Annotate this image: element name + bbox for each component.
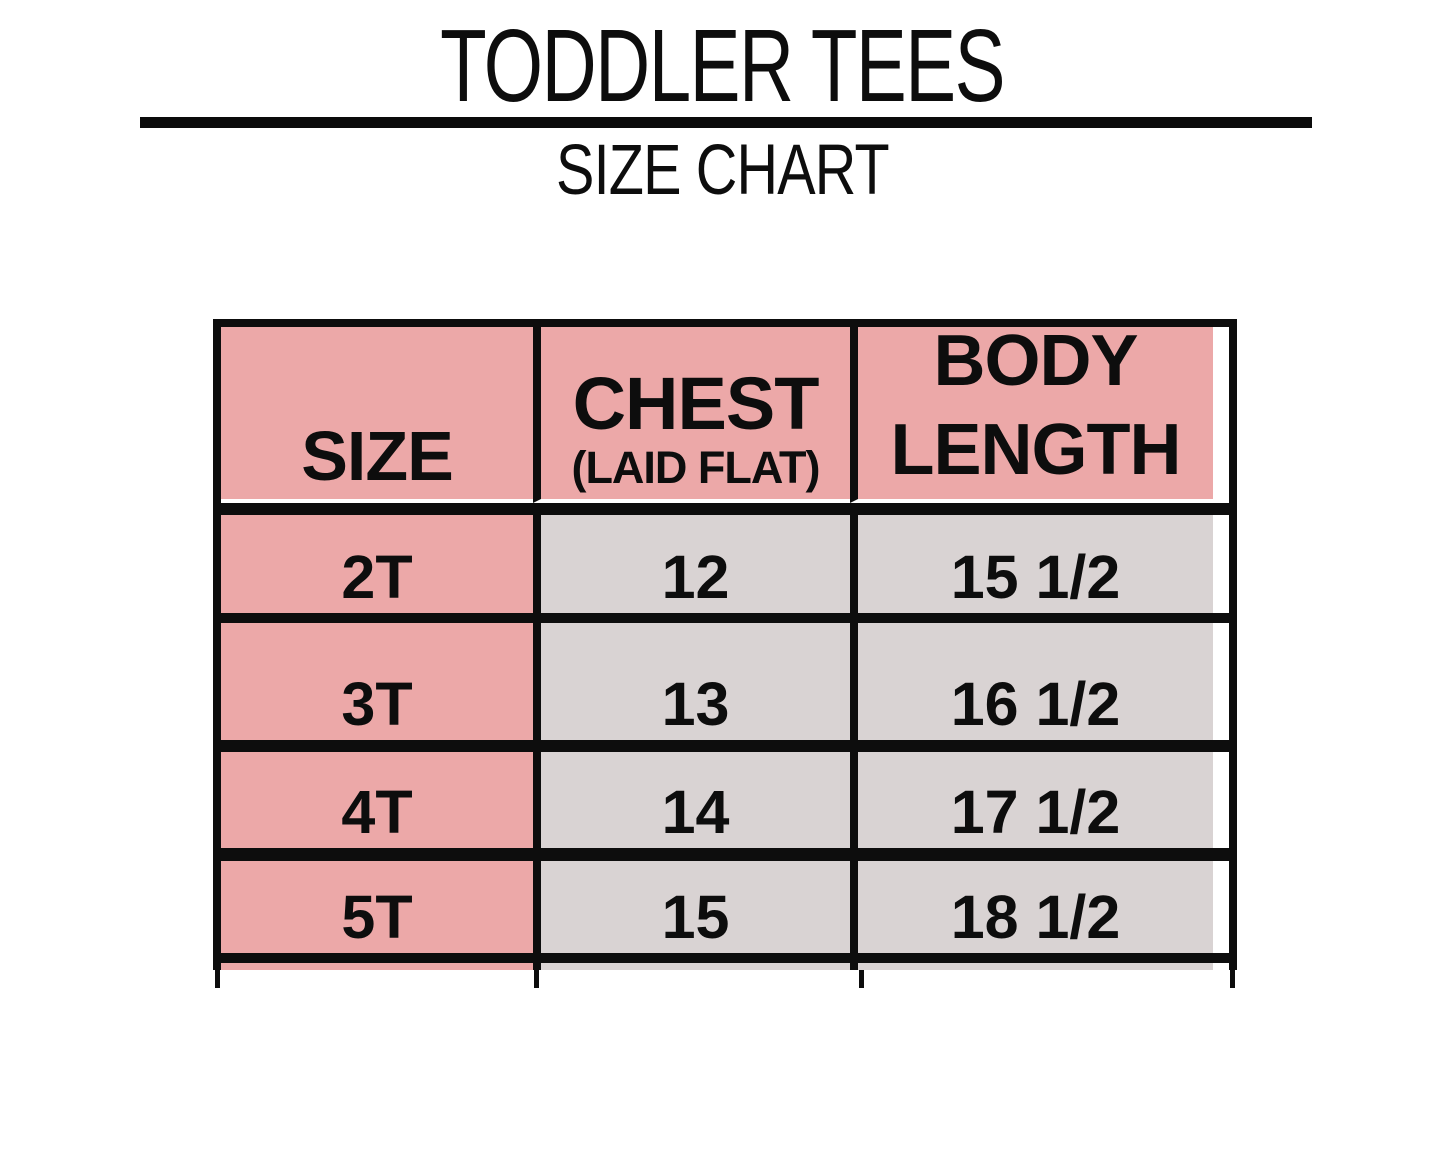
table-header-row: SIZE CHEST (LAID FLAT) BODY LENGTH: [221, 327, 1229, 503]
header-body-length-label-line2: LENGTH: [890, 410, 1182, 490]
page-subtitle-row: SIZE CHART: [0, 135, 1445, 206]
table-border-tick-col3: [859, 970, 864, 988]
header-cell-body-length: BODY LENGTH: [850, 327, 1213, 503]
size-value: 2T: [341, 543, 413, 611]
chest-value: 14: [661, 778, 730, 846]
cell-size-2t: 2T: [221, 515, 533, 613]
table-border-tick-right: [1230, 970, 1235, 988]
row-separator: [221, 740, 1229, 752]
table-border-tick-left: [215, 970, 220, 988]
chest-value: 13: [661, 670, 730, 738]
header-chest-label: CHEST: [572, 362, 820, 445]
header-size-label: SIZE: [301, 417, 454, 495]
header-cell-chest: CHEST (LAID FLAT): [533, 327, 850, 503]
page-subtitle: SIZE CHART: [556, 131, 890, 210]
cell-body-length-4t: 17 1/2: [850, 752, 1213, 848]
table-row-3t: 3T 13 16 1/2: [221, 623, 1229, 740]
cell-size-3t: 3T: [221, 623, 533, 740]
size-value: 3T: [341, 670, 413, 738]
table-row-5t: 5T 15 18 1/2: [221, 861, 1229, 953]
row-separator: [221, 953, 1229, 963]
page-title-row: TODDLER TEES: [0, 14, 1445, 117]
cell-chest-5t: 15: [533, 861, 850, 953]
cell-size-4t: 4T: [221, 752, 533, 848]
header-cell-size: SIZE: [221, 327, 533, 503]
partial-cell-chest: [533, 963, 850, 970]
cell-body-length-3t: 16 1/2: [850, 623, 1213, 740]
row-separator: [221, 503, 1229, 515]
partial-row: [221, 963, 1229, 970]
table-border-tick-col2: [534, 970, 539, 988]
title-divider: [140, 117, 1312, 128]
size-value: 4T: [341, 778, 413, 846]
header-chest-sublabel: (LAID FLAT): [571, 442, 820, 493]
table-row-2t: 2T 12 15 1/2: [221, 515, 1229, 613]
body-length-value: 16 1/2: [950, 670, 1121, 738]
partial-cell-body-length: [850, 963, 1213, 970]
partial-cell-size: [221, 963, 533, 970]
table-row-4t: 4T 14 17 1/2: [221, 752, 1229, 848]
header-body-length-label-line1: BODY: [933, 327, 1138, 401]
cell-chest-4t: 14: [533, 752, 850, 848]
cell-chest-2t: 12: [533, 515, 850, 613]
size-value: 5T: [341, 883, 413, 951]
cell-body-length-5t: 18 1/2: [850, 861, 1213, 953]
body-length-value: 17 1/2: [950, 778, 1121, 846]
cell-body-length-2t: 15 1/2: [850, 515, 1213, 613]
row-separator: [221, 613, 1229, 623]
page-title: TODDLER TEES: [440, 8, 1006, 123]
body-length-value: 18 1/2: [950, 883, 1121, 951]
size-chart-table: SIZE CHEST (LAID FLAT) BODY LENGTH 2T 12…: [213, 319, 1237, 988]
body-length-value: 15 1/2: [950, 543, 1121, 611]
chest-value: 15: [661, 883, 730, 951]
chest-value: 12: [661, 543, 730, 611]
cell-chest-3t: 13: [533, 623, 850, 740]
row-separator: [221, 848, 1229, 861]
cell-size-5t: 5T: [221, 861, 533, 953]
